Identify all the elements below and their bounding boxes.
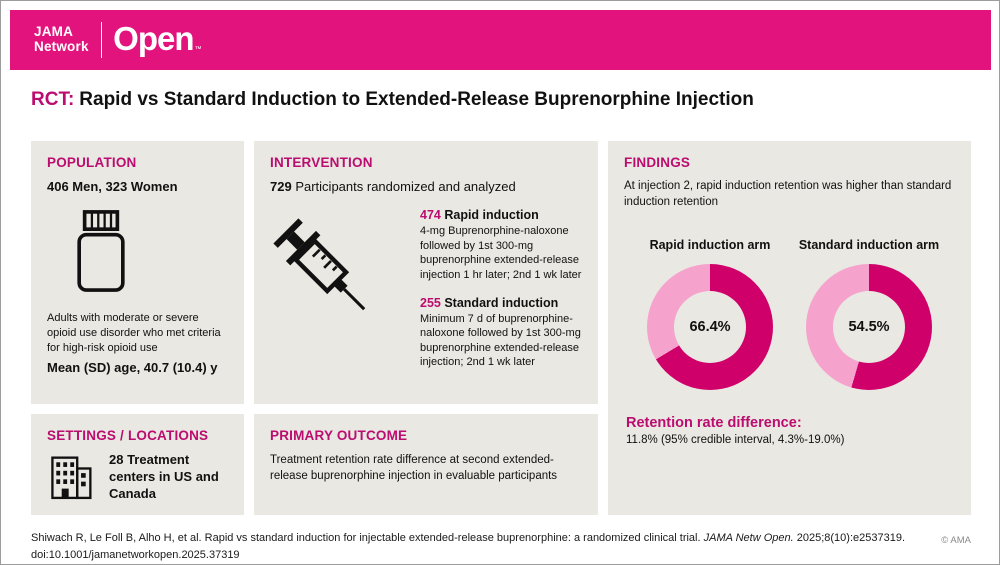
standard-induction-arm: 255 Standard induction Minimum 7 d of bu… <box>420 296 594 371</box>
participant-count: 729 <box>270 179 292 194</box>
standard-chart-block: Standard induction arm 54.5% <box>791 238 947 390</box>
brand-jama-text: JAMA <box>34 24 74 40</box>
citation-issue: 2025;8(10):e2537319. <box>793 532 906 544</box>
syringe-icon <box>273 218 366 311</box>
rapid-percentage: 66.4% <box>689 318 731 335</box>
title-text: Rapid vs Standard Induction to Extended-… <box>79 89 754 110</box>
citation-line1: Shiwach R, Le Foll B, Alho H, et al. Rap… <box>31 530 905 547</box>
copyright-text: © AMA <box>941 535 971 546</box>
settings-heading: SETTINGS / LOCATIONS <box>47 428 209 443</box>
population-age: Mean (SD) age, 40.7 (10.4) y <box>47 359 218 375</box>
primary-outcome-text: Treatment retention rate difference at s… <box>270 454 558 483</box>
brand-network-text: Network <box>34 39 89 54</box>
brand-divider <box>100 22 103 58</box>
donut-hole: 66.4% <box>674 290 746 363</box>
standard-chart-title: Standard induction arm <box>798 237 940 252</box>
donut-hole: 54.5% <box>833 290 905 363</box>
brand-bar: JAMA Network Open ™ <box>10 10 991 70</box>
intervention-panel: INTERVENTION 729 Participants randomized… <box>254 141 598 404</box>
rapid-chart-title: Rapid induction arm <box>649 237 771 252</box>
participant-count-text: Participants randomized and analyzed <box>295 179 516 194</box>
rapid-arm-name: Rapid induction <box>444 208 539 222</box>
retention-difference-label: Retention rate difference: <box>626 414 802 431</box>
findings-text: At injection 2, rapid induction retentio… <box>624 180 952 208</box>
standard-arm-count: 255 <box>420 295 441 310</box>
rapid-arm-title: 474 Rapid induction <box>420 208 594 222</box>
citation: Shiwach R, Le Foll B, Alho H, et al. Rap… <box>31 530 905 563</box>
population-heading: POPULATION <box>47 155 137 170</box>
settings-panel: SETTINGS / LOCATIONS <box>31 414 244 515</box>
population-subheading: 406 Men, 323 Women <box>47 179 178 194</box>
standard-arm-description: Minimum 7 d of buprenorphine-naloxone fo… <box>420 312 581 369</box>
rapid-induction-arm: 474 Rapid induction 4-mg Buprenorphine-n… <box>420 208 594 283</box>
settings-row: 28 Treatment centers in US and Canada <box>47 452 228 503</box>
title-prefix: RCT: <box>31 89 75 110</box>
citation-doi: doi:10.1001/jamanetworkopen.2025.37319 <box>31 548 240 561</box>
donut-chart-standard: 54.5% <box>806 263 932 390</box>
population-panel: POPULATION 406 Men, 323 Women Adults wit… <box>31 141 244 404</box>
pill-bottle-icon <box>77 210 125 292</box>
donut-charts-row: Rapid induction arm 66.4% Standard induc… <box>624 238 955 390</box>
donut-chart-rapid: 66.4% <box>647 263 773 390</box>
population-description: Adults with moderate or severe opioid us… <box>47 312 221 355</box>
intervention-subheading: 729 Participants randomized and analyzed <box>270 179 582 194</box>
page-title: RCT: Rapid vs Standard Induction to Exten… <box>31 89 754 111</box>
standard-percentage: 54.5% <box>848 318 890 335</box>
retention-difference-value: 11.8% (95% credible interval, 4.3%-19.0%… <box>626 433 845 446</box>
rapid-chart-block: Rapid induction arm 66.4% <box>632 238 788 390</box>
standard-arm-title: 255 Standard induction <box>420 296 594 310</box>
retention-difference-block: Retention rate difference: 11.8% (95% cr… <box>624 415 955 446</box>
jama-network-logo: JAMA Network <box>34 24 89 55</box>
brand-open-text: Open <box>113 19 194 57</box>
building-icon <box>51 456 92 500</box>
standard-arm-name: Standard induction <box>444 295 559 310</box>
citation-text: Shiwach R, Le Foll B, Alho H, et al. Rap… <box>31 532 704 544</box>
intervention-arms: 474 Rapid induction 4-mg Buprenorphine-n… <box>420 208 594 370</box>
rapid-arm-description: 4-mg Buprenorphine-naloxone followed by … <box>420 225 582 281</box>
findings-panel: FINDINGS At injection 2, rapid induction… <box>608 141 971 515</box>
findings-heading: FINDINGS <box>624 155 691 170</box>
settings-text: 28 Treatment centers in US and Canada <box>109 452 219 501</box>
citation-journal: JAMA Netw Open. <box>703 532 794 544</box>
primary-outcome-panel: PRIMARY OUTCOME Treatment retention rate… <box>254 414 598 515</box>
trademark-symbol: ™ <box>194 45 202 53</box>
primary-outcome-heading: PRIMARY OUTCOME <box>270 428 408 443</box>
intervention-heading: INTERVENTION <box>270 155 373 170</box>
rapid-arm-count: 474 <box>420 208 441 222</box>
